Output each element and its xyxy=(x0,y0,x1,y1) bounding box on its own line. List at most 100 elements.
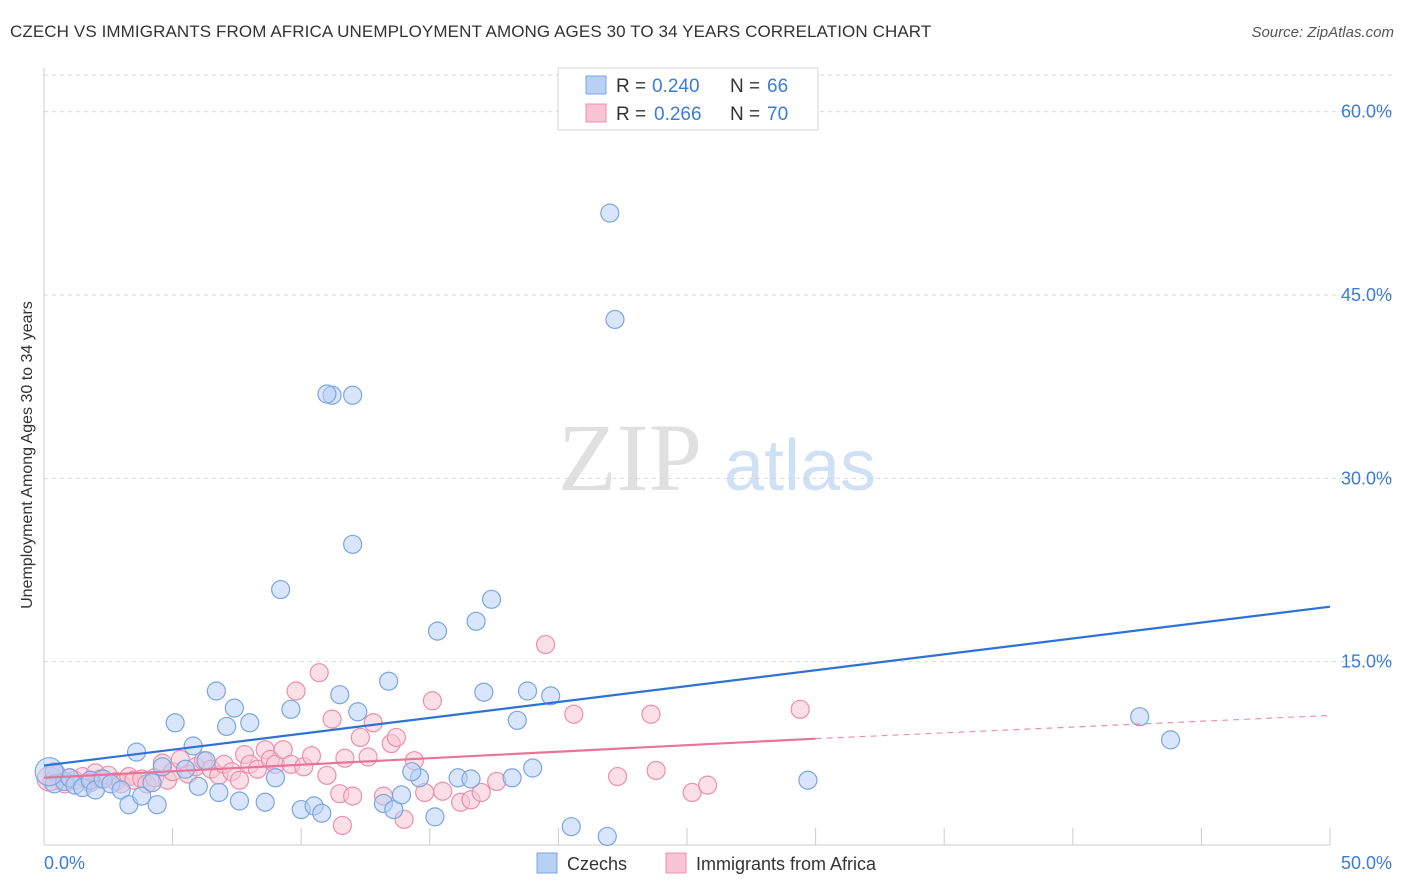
stats-africa-n-label: N = xyxy=(730,104,760,125)
czech-point xyxy=(229,791,250,811)
czech-point xyxy=(1160,730,1181,750)
africa-point xyxy=(641,704,661,724)
czech-point xyxy=(502,768,522,788)
czech-point xyxy=(605,309,625,330)
czech-point xyxy=(402,762,422,782)
africa-point xyxy=(301,746,322,766)
stats-africa-r-label: R = xyxy=(616,104,646,125)
czech-point xyxy=(147,795,167,815)
stats-czech-n-label: N = xyxy=(730,76,760,97)
czech-trend-line xyxy=(43,605,1331,767)
czech-point xyxy=(517,681,538,701)
czech-point xyxy=(481,589,502,609)
watermark-atlas: atlas xyxy=(724,426,876,506)
czech-point xyxy=(196,751,216,771)
czech-point xyxy=(427,621,448,641)
czech-point xyxy=(461,769,481,789)
czech-point xyxy=(507,710,527,730)
y-tick-label: 15.0% xyxy=(1341,652,1392,672)
stats-africa-n-value: 70 xyxy=(767,104,788,125)
africa-point xyxy=(471,782,491,803)
tick-labels: 15.0% 30.0% 45.0% 60.0% 0.0% 50.0% xyxy=(44,102,1392,873)
africa-trend-extension xyxy=(815,714,1331,740)
stats-czech-r-label: R = xyxy=(616,76,646,97)
stats-legend: R = 0.240 N = 66 R = 0.266 N = 70 xyxy=(557,67,819,131)
legend-czech-label: Czechs xyxy=(567,854,627,874)
legend-africa-swatch xyxy=(665,852,687,874)
africa-point xyxy=(335,748,355,768)
y-tick-label: 60.0% xyxy=(1341,102,1392,122)
czech-point xyxy=(271,579,291,600)
czech-point xyxy=(132,786,152,806)
czech-point xyxy=(317,384,337,404)
czech-point xyxy=(425,807,445,827)
czech-point xyxy=(209,782,229,803)
africa-point xyxy=(682,782,702,803)
africa-point xyxy=(564,704,584,724)
africa-point xyxy=(332,815,352,836)
czech-point xyxy=(523,758,543,778)
africa-point xyxy=(358,747,378,767)
czech-point xyxy=(474,682,494,702)
legend-africa-label: Immigrants from Africa xyxy=(696,854,877,874)
czech-point xyxy=(561,817,581,837)
africa-point xyxy=(363,713,383,733)
x-tick-label-min: 0.0% xyxy=(44,853,85,873)
czech-point xyxy=(600,203,620,223)
stats-africa-swatch xyxy=(585,103,607,123)
axes xyxy=(43,68,1331,846)
y-tick-label: 30.0% xyxy=(1341,468,1392,488)
czech-point xyxy=(343,385,363,405)
africa-point xyxy=(322,709,342,729)
czech-point xyxy=(541,686,561,706)
africa-point xyxy=(247,759,268,779)
gridlines xyxy=(44,74,1392,663)
czech-point xyxy=(798,770,818,790)
czech-point xyxy=(348,702,368,722)
africa-point xyxy=(433,781,453,801)
africa-point xyxy=(646,760,666,781)
africa-point xyxy=(535,634,556,655)
trend-lines xyxy=(43,605,1331,779)
czech-point xyxy=(265,768,286,788)
africa-point xyxy=(607,766,628,787)
czech-point xyxy=(188,776,208,796)
czech-point xyxy=(255,792,275,812)
czech-point xyxy=(379,671,399,691)
czech-point xyxy=(312,803,332,823)
czech-point xyxy=(391,785,412,805)
africa-points xyxy=(36,634,810,836)
bottom-legend: Czechs Immigrants from Africa xyxy=(536,852,877,874)
watermark-zip: ZIP xyxy=(558,404,702,511)
stats-czech-r-value: 0.240 xyxy=(652,76,700,97)
czech-point xyxy=(217,716,237,737)
africa-point xyxy=(350,727,370,748)
czech-point xyxy=(240,713,260,733)
africa-point xyxy=(317,765,337,785)
czech-point xyxy=(597,826,617,847)
x-tick-label-max: 50.0% xyxy=(1341,853,1392,873)
africa-trend-line xyxy=(43,737,816,779)
source-credit: Source: ZipAtlas.com xyxy=(1251,24,1394,41)
czech-point xyxy=(281,699,301,719)
africa-point xyxy=(790,699,810,719)
czech-point xyxy=(466,611,486,631)
czech-point xyxy=(165,713,185,733)
czech-point xyxy=(142,773,162,793)
africa-point xyxy=(343,786,363,806)
legend-czech-swatch xyxy=(536,852,558,874)
czech-point xyxy=(206,681,226,701)
africa-point xyxy=(422,691,442,711)
czech-point xyxy=(343,534,363,554)
africa-point xyxy=(309,663,329,683)
chart-title: CZECH VS IMMIGRANTS FROM AFRICA UNEMPLOY… xyxy=(10,22,932,41)
stats-africa-r-value: 0.266 xyxy=(654,104,702,125)
watermark: ZIP atlas xyxy=(558,404,876,511)
czech-point-cluster xyxy=(34,757,64,787)
stats-czech-swatch xyxy=(585,75,607,95)
africa-point xyxy=(229,770,250,790)
czech-point xyxy=(1130,707,1150,727)
africa-point xyxy=(386,727,406,748)
czech-point xyxy=(224,698,244,718)
